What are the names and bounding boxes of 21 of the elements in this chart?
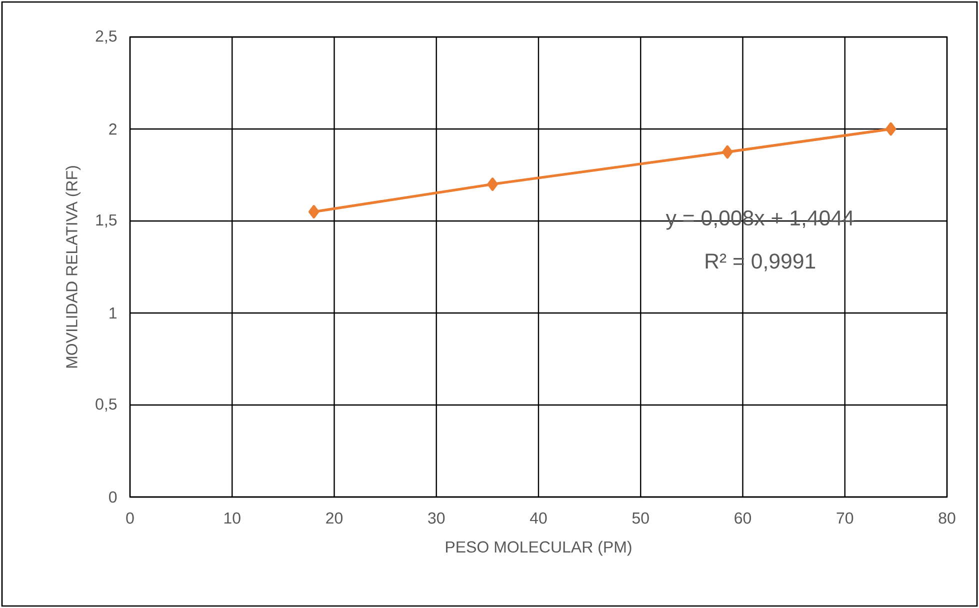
x-tick-label: 10 xyxy=(224,512,240,524)
y-tick-label: 2,5 xyxy=(96,30,117,44)
y-axis-title: MOVILIDAD RELATIVA (RF) xyxy=(66,166,81,368)
x-tick-label: 80 xyxy=(938,512,956,524)
x-tick-label: 30 xyxy=(428,512,445,524)
y-tick-label: 2 xyxy=(109,123,116,135)
y-tick-label: 1,5 xyxy=(96,214,117,228)
x-tick-label: 0 xyxy=(126,512,134,524)
point xyxy=(722,145,733,159)
point xyxy=(487,178,498,191)
y-tick-label: 0,5 xyxy=(96,398,117,412)
y-tick-label: 1 xyxy=(110,308,117,319)
x-tick-label: 50 xyxy=(632,512,649,524)
x-axis-title: PESO MOLECULAR (PM) xyxy=(446,540,632,556)
x-tick-label: 70 xyxy=(836,512,854,524)
y-tick-label: 0 xyxy=(109,491,117,503)
x-tick-label: 40 xyxy=(530,512,547,524)
x-tick-label: 20 xyxy=(326,512,343,524)
point xyxy=(308,205,320,218)
x-tick-label: 60 xyxy=(734,512,752,524)
point xyxy=(885,122,896,136)
